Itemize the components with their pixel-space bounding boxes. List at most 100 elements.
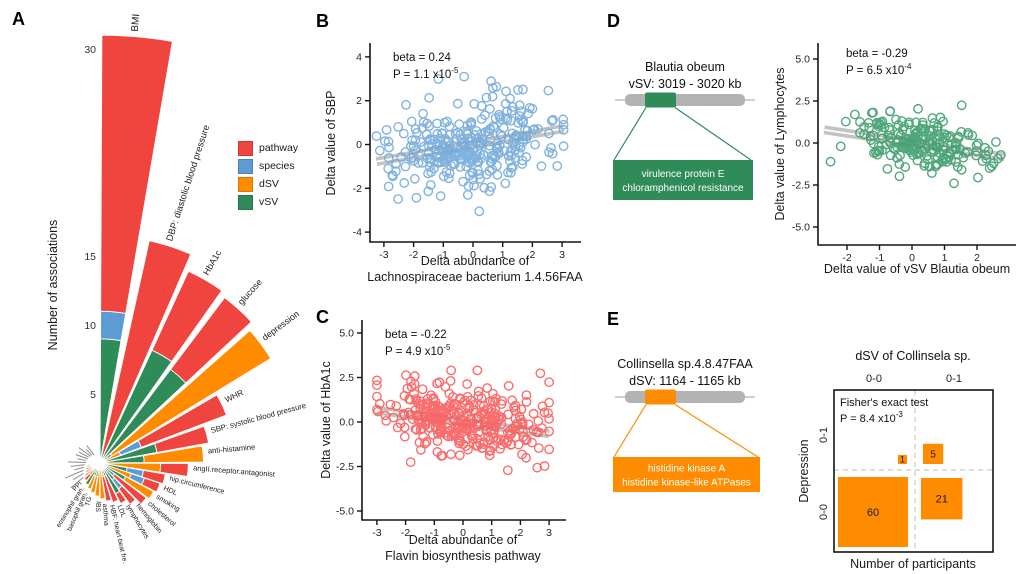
stats-annotation: beta = -0.22 P = 4.9 x10-5 [385, 329, 451, 358]
zoom-line-right [674, 403, 759, 458]
fan-bar-label: DBP: diastolic blood pressure [164, 124, 211, 243]
beta-value: beta = -0.22 [385, 329, 447, 341]
fan-bar-segment [101, 475, 112, 502]
genome-bar [625, 391, 745, 403]
diagram-title: dSV: 1164 - 1165 kb [629, 374, 741, 388]
mosaic-col-label: 0-1 [946, 373, 962, 385]
x-tick-label: -2 [409, 249, 418, 261]
mosaic-count: 5 [930, 450, 936, 461]
legend: pathway species dSV vSV [238, 139, 298, 211]
fan-radial-tick-label: 30 [84, 44, 96, 56]
x-tick-label: 0 [909, 252, 915, 264]
x-tick-label: -3 [379, 249, 388, 261]
y-tick-label: -2.5 [336, 461, 354, 473]
y-axis-title: Delta value of Lymphocytes [773, 67, 787, 220]
tick-labels: 5.0 2.5 0.0 -2.5 -5.0 -2 -1 0 1 2 [792, 54, 980, 265]
legend-label: pathway [259, 142, 299, 154]
mosaic-col-label: 0-0 [866, 373, 882, 385]
zoom-line-left [613, 107, 647, 161]
fan-micro-label-mark [73, 466, 84, 471]
axes [361, 320, 566, 521]
fan-bar-segment [84, 462, 101, 474]
x-tick-label: 0 [460, 527, 466, 539]
fan-radial-tick-label: 10 [84, 320, 96, 332]
tick-labels: 5.0 2.5 0.0 -2.5 -5.0 -3 -2 -1 0 1 2 3 [336, 328, 552, 540]
stats-annotation: beta = 0.24 P = 1.1 x10-5 [393, 52, 459, 81]
fan-bar-segment [83, 473, 92, 482]
fan-bar-segment [100, 34, 173, 314]
fan-micro-label-mark [78, 451, 90, 458]
y-tick-label: 2 [356, 95, 362, 107]
fan-bar-segment [141, 469, 166, 485]
x-tick-label: -1 [875, 252, 884, 264]
y-tick-label: 0.0 [339, 417, 354, 429]
scatter-points [371, 71, 569, 217]
y-tick-label: -5.0 [336, 506, 354, 518]
fan-bar-segment [109, 329, 272, 457]
legend-label: species [259, 160, 295, 172]
y-tick-label: -2.5 [792, 180, 810, 192]
fisher-test-label: Fisher's exact test [840, 397, 928, 409]
fan-micro-label-mark [70, 464, 85, 467]
fan-micro-label-mark [78, 447, 92, 457]
fan-radial-axis: 5 10 15 30 Number of associations [46, 44, 96, 401]
fan-micro-label-mark [72, 472, 84, 481]
sv-segment [645, 389, 676, 405]
fan-micro-label-mark [70, 477, 84, 489]
x-tick-label: 3 [546, 527, 552, 539]
fan-bar-segment [154, 425, 210, 453]
scatter-sbp-vs-lachnospiraceae: 4 2 0 -2 -4 -3 -2 -1 0 1 2 3 beta = 0.24 P = 1.1 x10-… [324, 43, 583, 284]
p-value: P = 6.5 x10-4 [846, 62, 912, 77]
legend-swatch-species [238, 158, 253, 174]
fan-bar-segment [94, 456, 101, 464]
annotation-box-text: virulence protein E [642, 169, 725, 180]
x-tick-label: 3 [559, 249, 565, 261]
fan-bar-segment [103, 474, 119, 503]
fan-bar-segment [143, 445, 204, 464]
fan-bars [83, 34, 272, 505]
legend-item: vSV [238, 193, 298, 211]
x-tick-label: 2 [529, 249, 535, 261]
fan-chart-associations: BMI DBP: diastolic blood pressure HbA1c glu… [46, 13, 307, 564]
fan-bar-label: anti-histamine [207, 442, 255, 455]
x-axis-title: Delta abundance of [409, 533, 518, 547]
x-tick-label: 1 [942, 252, 948, 264]
x-axis-title: Delta abundance of [421, 254, 530, 268]
fan-bar-label: BMI [130, 13, 143, 32]
fan-bar-segment [169, 297, 253, 384]
genome-bar [625, 94, 745, 106]
mosaic-count: 60 [867, 507, 879, 519]
fan-radial-tick-label: 15 [84, 251, 96, 263]
scatter-lymphocytes-vs-vsv: 5.0 2.5 0.0 -2.5 -5.0 -2 -1 0 1 2 beta = -0.29 P = … [773, 43, 1016, 276]
mosaic-square [921, 478, 963, 520]
y-axis-title: Delta value of HbA1c [319, 361, 333, 478]
legend-swatch-vsv [238, 194, 253, 210]
annotation-box-text: histidine kinase-like ATPases [622, 478, 751, 489]
legend-item: species [238, 157, 298, 175]
legend-label: dSV [259, 178, 279, 190]
fan-radial-tick-label: 5 [90, 389, 96, 401]
y-tick-label: 5.0 [339, 328, 354, 340]
mosaic-row-label: 0-1 [818, 427, 830, 443]
fan-bar-segment [99, 240, 192, 464]
x-tick-label: 0 [470, 249, 476, 261]
y-axis-title: Delta value of SBP [324, 91, 338, 196]
fan-bar-segment [85, 462, 101, 471]
mosaic-x-axis-title: Number of participants [850, 557, 976, 571]
scatter-points [372, 365, 555, 476]
fan-bar-segment [86, 474, 97, 490]
x-tick-label: 1 [500, 249, 506, 261]
y-tick-label: 2.5 [795, 96, 810, 108]
mosaic-square [923, 443, 944, 464]
y-tick-label: -2 [353, 183, 362, 195]
x-tick-label: 2 [974, 252, 980, 264]
fisher-p-value: P = 8.4 x10-3 [840, 410, 903, 425]
legend-item: dSV [238, 175, 298, 193]
y-tick-label: -4 [353, 227, 362, 239]
annotation-box-text: chloramphenicol resistance [622, 183, 744, 194]
y-tick-label: 0.0 [795, 138, 810, 150]
fan-bar-label: WHR [224, 388, 245, 404]
y-tick-label: 0 [356, 139, 362, 151]
x-tick-label: -1 [430, 527, 439, 539]
